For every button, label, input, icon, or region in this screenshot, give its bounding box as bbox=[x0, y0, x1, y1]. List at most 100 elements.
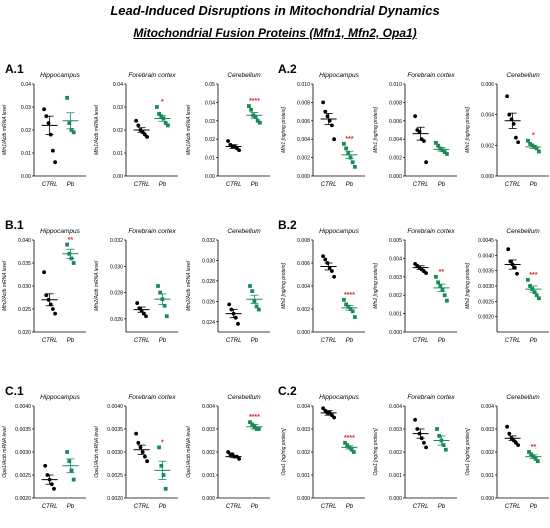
chart-title: Hippocampus bbox=[319, 228, 359, 235]
chart-b1-cerebellum: Cerebellum Mfn2/Actb mRNA level 0.024 0.026… bbox=[186, 228, 270, 344]
y-tick-label: 0.04 bbox=[113, 82, 123, 88]
data-point-ctrl bbox=[332, 415, 336, 420]
y-axis-label: Opa1/Actb mRNA level bbox=[186, 426, 192, 478]
data-point-pb bbox=[67, 121, 72, 125]
data-point-pb bbox=[436, 280, 440, 285]
chart-title: Cerebellum bbox=[227, 72, 261, 79]
y-tick-label: 0.004 bbox=[481, 404, 494, 410]
data-point-pb bbox=[71, 130, 76, 135]
y-tick-label: 0.026 bbox=[110, 317, 123, 323]
y-tick-label: 0.000 bbox=[297, 496, 310, 502]
chart-a1-cerebellum: Cerebellum Mfn1/Actb mRNA level 0.00 0.01 0.… bbox=[186, 72, 270, 188]
data-point-pb bbox=[256, 427, 261, 431]
significance-marker: *** bbox=[529, 272, 537, 279]
y-tick-label: 0.0035 bbox=[478, 269, 494, 275]
y-tick-label: 0.0025 bbox=[107, 473, 123, 479]
data-point-pb bbox=[343, 440, 347, 445]
y-tick-label: 0.002 bbox=[297, 450, 310, 456]
x-tick-label: Pb bbox=[251, 338, 259, 344]
data-point-pb bbox=[163, 121, 168, 125]
data-point-pb bbox=[253, 115, 258, 120]
data-point-ctrl bbox=[332, 274, 336, 279]
data-point-pb bbox=[440, 148, 445, 153]
chart-title: Forebrain cortex bbox=[407, 228, 455, 235]
significance-marker: ** bbox=[68, 237, 74, 244]
panel-label-c-1: C.1 bbox=[5, 384, 24, 398]
data-point-pb bbox=[438, 284, 443, 288]
y-tick-label: 0.0040 bbox=[107, 404, 123, 410]
y-tick-label: 0.002 bbox=[389, 156, 402, 162]
x-tick-label: CTRL bbox=[42, 504, 58, 510]
data-point-pb bbox=[344, 302, 348, 307]
data-point-pb bbox=[342, 141, 346, 146]
y-tick-label: 0.0025 bbox=[478, 299, 494, 305]
data-point-pb bbox=[350, 160, 355, 165]
y-tick-label: 0.01 bbox=[205, 156, 215, 162]
data-point-pb bbox=[527, 450, 531, 454]
chart-b2-cerebellum: Cerebellum Mfn2 [ng/mg protein] 0.0020 0.00… bbox=[465, 228, 549, 344]
y-tick-label: 0.002 bbox=[202, 450, 215, 456]
x-tick-label: CTRL bbox=[226, 504, 242, 510]
chart-title: Forebrain cortex bbox=[128, 228, 176, 235]
y-tick-label: 0.010 bbox=[297, 82, 310, 88]
data-point-pb bbox=[443, 447, 448, 452]
data-point-pb bbox=[159, 463, 164, 468]
data-point-ctrl bbox=[237, 148, 241, 153]
figure-title: Lead-Induced Disruptions in Mitochondria… bbox=[110, 3, 440, 18]
data-point-pb bbox=[345, 443, 350, 447]
data-point-ctrl bbox=[51, 148, 55, 153]
data-point-ctrl bbox=[136, 440, 141, 445]
y-tick-label: 0.003 bbox=[389, 275, 402, 281]
data-point-pb bbox=[537, 296, 541, 301]
y-tick-label: 0.004 bbox=[389, 256, 402, 262]
chart-title: Hippocampus bbox=[40, 228, 80, 235]
data-point-pb bbox=[435, 427, 439, 431]
data-point-pb bbox=[249, 107, 253, 112]
y-axis-label: Opa1 [ng/mg protein] bbox=[465, 428, 471, 476]
data-point-pb bbox=[258, 120, 262, 125]
x-tick-label: CTRL bbox=[413, 504, 429, 510]
data-point-pb bbox=[353, 315, 357, 319]
data-point-pb bbox=[255, 118, 260, 123]
data-point-pb bbox=[248, 420, 252, 424]
data-point-pb bbox=[349, 447, 354, 452]
data-point-ctrl bbox=[51, 307, 55, 311]
significance-marker: * bbox=[161, 99, 164, 106]
y-tick-label: 0.000 bbox=[389, 330, 402, 336]
y-tick-label: 0.0045 bbox=[478, 238, 494, 244]
data-point-ctrl bbox=[507, 112, 512, 117]
y-tick-label: 0.004 bbox=[389, 137, 402, 143]
y-axis-label: Mfn1 [ng/mg protein] bbox=[281, 106, 287, 152]
data-point-ctrl bbox=[512, 265, 517, 270]
data-point-ctrl bbox=[505, 424, 509, 429]
y-tick-label: 0.002 bbox=[297, 307, 310, 313]
y-tick-label: 0.00 bbox=[113, 174, 123, 180]
data-point-ctrl bbox=[44, 293, 49, 298]
y-tick-label: 0.002 bbox=[297, 156, 310, 162]
x-tick-label: Pb bbox=[346, 504, 354, 510]
y-tick-label: 0.002 bbox=[481, 450, 494, 456]
panel-label-b-1: B.1 bbox=[5, 218, 24, 232]
y-axis-label: Mfn2/Actb mRNA level bbox=[186, 260, 192, 311]
data-point-ctrl bbox=[424, 445, 428, 450]
data-point-pb bbox=[250, 289, 255, 294]
y-tick-label: 0.001 bbox=[389, 312, 402, 318]
data-point-pb bbox=[346, 151, 351, 155]
y-tick-label: 0.001 bbox=[481, 473, 494, 479]
data-point-ctrl bbox=[134, 431, 138, 436]
data-point-pb bbox=[342, 297, 346, 302]
data-point-pb bbox=[346, 304, 351, 309]
data-point-ctrl bbox=[53, 160, 57, 165]
y-tick-label: 0.0020 bbox=[107, 496, 123, 502]
y-axis-label: Mfn1/Actb mRNA level bbox=[186, 104, 192, 155]
data-point-pb bbox=[157, 112, 161, 116]
x-tick-label: CTRL bbox=[134, 338, 150, 344]
y-axis-label: Opa1/Actb mRNA level bbox=[94, 426, 100, 478]
data-point-pb bbox=[254, 304, 259, 309]
data-point-ctrl bbox=[42, 270, 46, 275]
data-point-pb bbox=[533, 457, 538, 461]
y-tick-label: 0.001 bbox=[389, 473, 402, 479]
data-point-pb bbox=[348, 155, 353, 160]
y-axis-label: Mfn1 [ng/mg protein] bbox=[373, 106, 379, 152]
y-tick-label: 0.026 bbox=[202, 299, 215, 305]
